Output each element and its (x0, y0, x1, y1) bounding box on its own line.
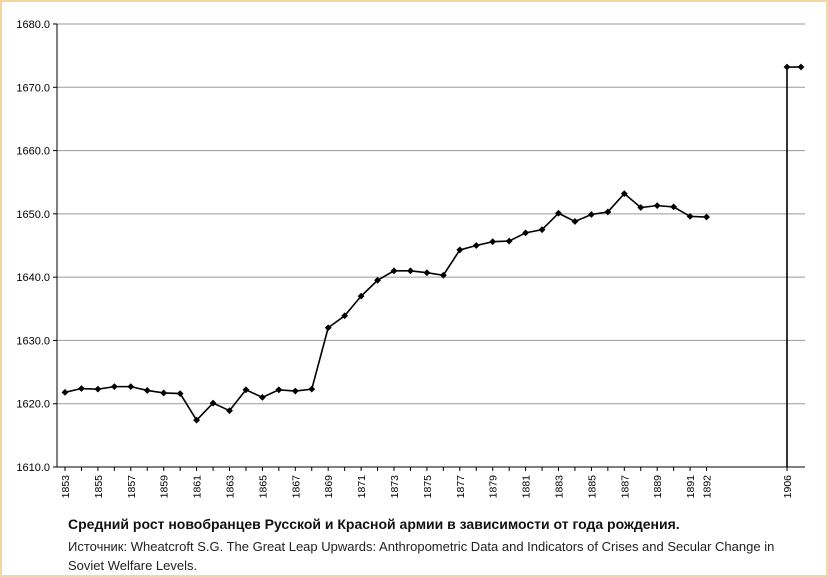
x-tick-label: 1892 (702, 475, 714, 499)
y-axis-ticks: 1610.0 1620.0 1630.0 1640.0 1650.0 1660.0 1670… (16, 19, 50, 474)
x-tick-label: 1875 (422, 475, 434, 499)
x-tick-label: 1906 (782, 475, 794, 499)
data-point (783, 63, 791, 71)
data-point (78, 385, 85, 392)
data-point (160, 389, 168, 397)
data-point (357, 292, 365, 300)
x-tick-label: 1883 (554, 475, 566, 499)
data-point (209, 399, 217, 407)
series (61, 63, 805, 467)
data-point (61, 388, 69, 396)
data-point (110, 383, 118, 391)
x-tick-label: 1873 (389, 475, 401, 499)
data-point (686, 212, 694, 220)
data-point (341, 312, 349, 320)
data-point (226, 407, 233, 415)
x-tick-label: 1853 (60, 475, 72, 499)
data-point (505, 237, 513, 245)
y-tick-label: 1680.0 (16, 19, 50, 31)
data-point (324, 324, 332, 332)
y-tick-label: 1650.0 (16, 209, 50, 221)
x-tick-label: 1869 (323, 475, 335, 499)
x-tick-label: 1859 (159, 475, 171, 499)
series-line (64, 192, 707, 422)
x-tick-label: 1857 (126, 475, 138, 499)
data-point (127, 383, 135, 391)
y-tick-label: 1630.0 (16, 335, 50, 347)
line-chart: 1610.0 1620.0 1630.0 1640.0 1650.0 1660.0 1670… (16, 19, 805, 499)
data-point (94, 385, 102, 393)
x-tick-label: 1879 (488, 475, 500, 499)
data-point (489, 238, 497, 246)
data-point (291, 387, 299, 395)
data-point (143, 387, 151, 394)
gridlines (57, 23, 805, 405)
data-point (620, 190, 628, 198)
data-point (407, 267, 414, 275)
data-point (555, 209, 562, 217)
y-tick-label: 1670.0 (16, 82, 50, 94)
data-point (275, 386, 283, 394)
x-axis-ticks: 1853 1855 1857 1859 1861 1863 1865 1867 1869 1871… (60, 475, 794, 499)
x-tick-label: 1889 (652, 475, 664, 499)
data-point (703, 213, 710, 221)
data-point (423, 269, 431, 277)
y-tick-label: 1610.0 (16, 462, 50, 474)
data-point (637, 204, 645, 211)
data-point (522, 229, 529, 237)
data-point (653, 202, 661, 210)
data-point (604, 208, 612, 216)
y-tick-label: 1640.0 (16, 272, 50, 284)
data-point (797, 63, 805, 71)
x-tick-label: 1855 (93, 475, 105, 499)
x-tick-label: 1885 (586, 475, 598, 499)
x-tick-label: 1891 (685, 475, 697, 499)
chart-title: Средний рост новобранцев Русской и Красн… (68, 516, 680, 532)
axes (53, 23, 805, 471)
data-point (571, 218, 579, 225)
x-tick-label: 1865 (257, 475, 269, 499)
x-tick-label: 1867 (290, 475, 302, 499)
data-point (308, 385, 316, 393)
y-tick-label: 1660.0 (16, 146, 50, 158)
data-point (456, 246, 464, 254)
y-tick-label: 1620.0 (16, 399, 50, 411)
x-tick-label: 1863 (225, 475, 237, 499)
data-point (193, 416, 200, 424)
data-point (472, 242, 480, 249)
x-tick-label: 1887 (619, 475, 631, 499)
data-point (538, 226, 546, 234)
data-point (374, 276, 381, 284)
chart-source: Источник: Wheatcroft S.G. The Great Leap… (68, 539, 775, 573)
data-point (390, 267, 398, 275)
x-tick-label: 1881 (521, 475, 533, 499)
data-point (259, 393, 266, 401)
data-point (588, 211, 595, 218)
data-point (670, 203, 678, 211)
data-point (439, 271, 447, 279)
x-tick-label: 1871 (356, 475, 368, 499)
x-tick-label: 1877 (455, 475, 467, 499)
data-point (176, 390, 184, 397)
data-point (242, 386, 250, 394)
x-tick-label: 1861 (192, 475, 204, 499)
